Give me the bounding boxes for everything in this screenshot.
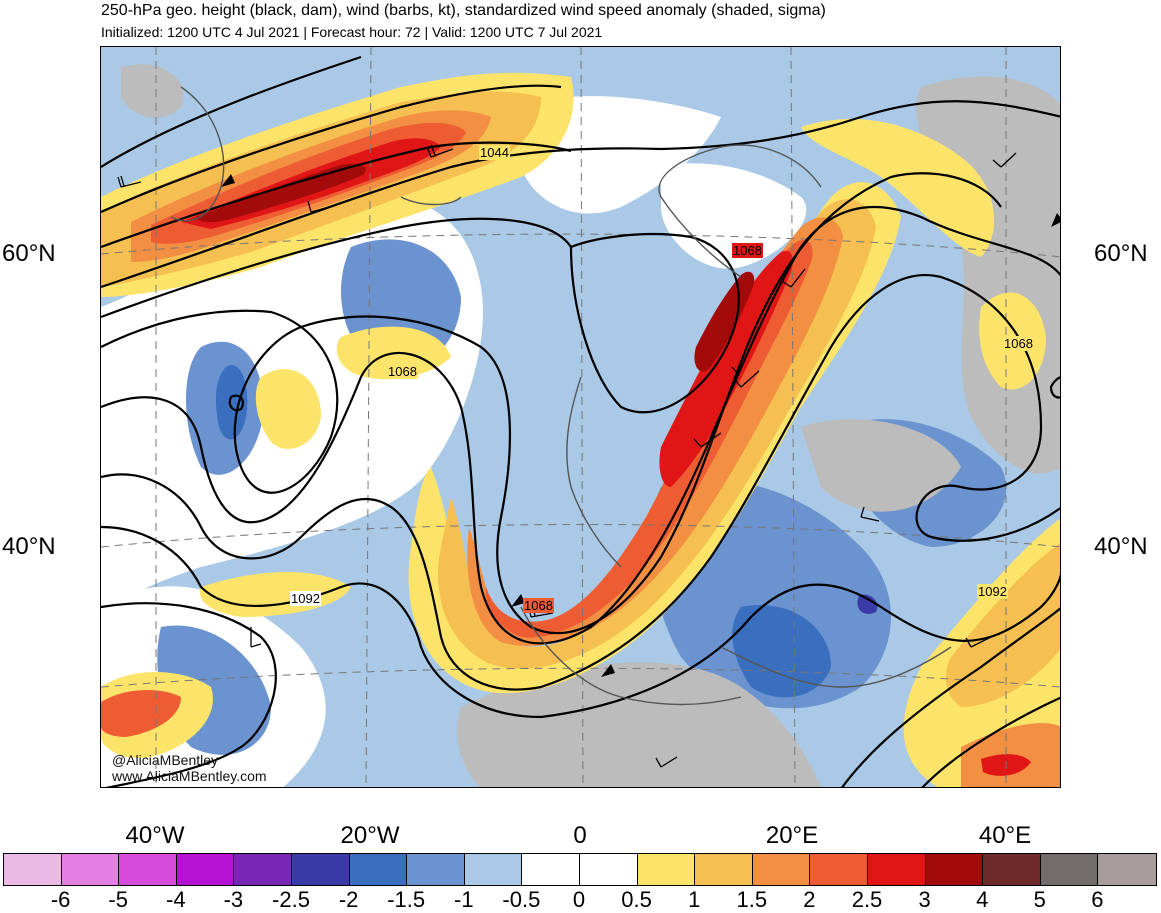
colorbar-swatch — [983, 854, 1041, 885]
lon-label-0: 0 — [573, 822, 587, 849]
colorbar-swatch — [4, 854, 62, 885]
contour-label-1044: 1044 — [479, 145, 510, 160]
colorbar-tick-label: -5 — [108, 887, 128, 912]
lat-label-left-60n: 60°N — [2, 240, 56, 267]
colorbar-tick-label: -0.5 — [502, 887, 541, 912]
jet-streak-main — [659, 250, 793, 487]
coastlines — [170, 86, 952, 706]
colorbar-swatch — [867, 854, 926, 885]
colorbar-tick-label: -2.5 — [272, 887, 310, 912]
colorbar-tick-label: -6 — [50, 887, 71, 912]
lat-label-left-40n: 40°N — [2, 533, 56, 560]
colorbar-swatch — [1098, 854, 1156, 885]
colorbar-tick-label: 1 — [688, 887, 701, 912]
colorbar-swatch — [234, 854, 292, 885]
colorbar-swatch — [119, 854, 177, 885]
height-contours — [101, 55, 1060, 787]
lon-label-20w: 20°W — [340, 822, 400, 849]
jet-streak-north — [196, 163, 366, 223]
contour-label-1068: 1068 — [732, 243, 763, 258]
map-canvas — [101, 47, 1060, 787]
colorbar-tick-label: 4 — [976, 887, 989, 912]
contour-label-1092: 1092 — [977, 584, 1008, 599]
colorbar-swatch — [407, 854, 465, 885]
colorbar-tick-label: 0.5 — [621, 887, 652, 912]
negative-anomaly — [857, 594, 878, 614]
map-subtitle: Initialized: 1200 UTC 4 Jul 2021 | Forec… — [101, 24, 603, 40]
barb-pennants — [221, 174, 1060, 677]
colorbar-swatch — [752, 854, 811, 885]
colorbar — [3, 853, 1157, 886]
negative-anomaly — [732, 605, 831, 698]
colorbar-tick-label: -2 — [338, 887, 359, 912]
colorbar-swatch — [291, 854, 350, 885]
colorbar-swatch — [579, 854, 638, 885]
colorbar-tick-label: 2.5 — [851, 887, 883, 912]
colorbar-swatch — [522, 854, 580, 885]
gray-patch — [121, 64, 183, 118]
colorbar-swatch — [1040, 854, 1099, 885]
colorbar-tick-label: 1.5 — [736, 887, 768, 912]
positive-anomaly — [255, 369, 321, 449]
lat-label-right-60n: 60°N — [1094, 240, 1148, 267]
colorbar-tick-label: 6 — [1091, 887, 1104, 912]
colorbar-tick-label: -4 — [166, 887, 186, 912]
contour-label-1068: 1068 — [387, 364, 418, 379]
colorbar-tick-label: 0 — [572, 887, 586, 912]
lon-label-20e: 20°E — [765, 822, 819, 849]
colorbar-tick-label: 3 — [918, 887, 931, 912]
lon-label-40w: 40°W — [125, 822, 185, 849]
contour-label-1068: 1068 — [523, 598, 554, 613]
lon-label-40e: 40°E — [978, 822, 1032, 849]
map-panel[interactable]: 1044 1068 1068 1068 1068 1092 1092 @Alic… — [100, 46, 1061, 788]
neutral-band — [661, 163, 807, 269]
negative-anomaly — [215, 365, 248, 440]
colorbar-swatch — [637, 854, 696, 885]
colorbar-swatch — [925, 854, 984, 885]
map-title: 250-hPa geo. height (black, dam), wind (… — [101, 2, 826, 19]
credit-website: www.AliciaMBentley.com — [112, 768, 267, 784]
colorbar-swatch — [810, 854, 868, 885]
colorbar-swatch — [349, 854, 408, 885]
jet-streak-sw — [101, 690, 181, 737]
contour-label-1092: 1092 — [290, 591, 321, 606]
colorbar-tick-label: -1.5 — [387, 887, 426, 912]
positive-anomaly — [801, 118, 995, 257]
colorbar-swatch — [176, 854, 235, 885]
gray-patch — [457, 662, 821, 787]
gray-patch — [801, 419, 961, 512]
jet-streak-se — [945, 543, 1060, 707]
wind-barbs — [117, 144, 1017, 768]
colorbar-tick-label: -3 — [223, 887, 244, 912]
colorbar-swatch — [61, 854, 120, 885]
colorbar-tick-label: -1 — [454, 887, 474, 912]
colorbar-tick-label: 2 — [803, 887, 816, 912]
contour-label-1068: 1068 — [1003, 336, 1034, 351]
colorbar-swatch — [464, 854, 523, 885]
lat-label-right-40n: 40°N — [1094, 533, 1148, 560]
colorbar-swatch — [695, 854, 753, 885]
credit-handle: @AliciaMBentley — [112, 752, 219, 768]
colorbar-tick-label: 5 — [1033, 887, 1046, 912]
neutral-band — [521, 96, 721, 214]
